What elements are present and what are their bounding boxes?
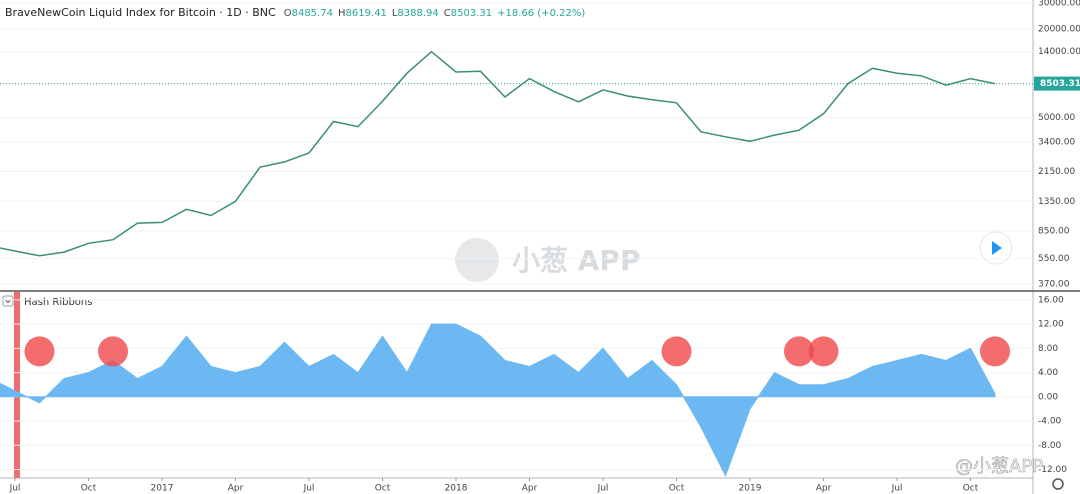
- signal-dot: [661, 336, 692, 367]
- watermark-logo: [455, 238, 499, 282]
- y-tick-label: 12.00: [1038, 320, 1064, 330]
- ohlc-label: O: [284, 8, 292, 19]
- ohlc-value: 8388.94: [397, 8, 438, 19]
- x-tick-label: Apr: [522, 484, 538, 494]
- signal-dot: [98, 336, 128, 367]
- x-tick-label: Jul: [891, 484, 903, 494]
- collapse-button[interactable]: [2, 295, 14, 307]
- y-tick-label: -4.00: [1038, 417, 1062, 427]
- x-tick-label: 2017: [151, 484, 174, 494]
- signal-dot: [24, 336, 55, 367]
- settings-icon[interactable]: [1052, 478, 1064, 490]
- indicator-title: Hash Ribbons: [24, 297, 92, 308]
- ohlc-value: 8619.41: [345, 8, 386, 19]
- price-change: +18.66 (+0.22%): [497, 8, 585, 19]
- signal-dot: [784, 336, 814, 367]
- y-tick-label: -8.00: [1038, 441, 1062, 451]
- y-tick-label: 4.00: [1038, 368, 1058, 378]
- y-tick-label: 16.00: [1038, 295, 1064, 305]
- x-tick-label: Oct: [375, 484, 391, 494]
- y-tick-label: 14000.00: [1038, 47, 1080, 57]
- last-price-label: 8503.31: [1040, 79, 1080, 89]
- ohlc-label: L: [392, 8, 398, 19]
- x-tick-label: Jul: [303, 484, 315, 494]
- y-tick-label: 5000.00: [1038, 113, 1075, 123]
- y-tick-label: 8.00: [1038, 344, 1058, 354]
- ohlc-label: H: [338, 8, 346, 19]
- price-line: [0, 50, 996, 257]
- y-tick-label: 2150.00: [1038, 167, 1075, 177]
- signal-dot: [808, 336, 839, 367]
- x-tick-label: 2018: [445, 484, 468, 494]
- signal-dot: [980, 336, 1010, 367]
- x-tick-label: Apr: [228, 484, 244, 494]
- y-tick-label: 370.00: [1038, 280, 1070, 290]
- y-tick-label: 3400.00: [1038, 138, 1075, 148]
- watermark: 小葱 APP: [512, 244, 640, 277]
- ohlc-value: 8485.74: [292, 8, 333, 19]
- x-tick-label: Oct: [81, 484, 97, 494]
- x-tick-label: Apr: [816, 484, 832, 494]
- chart-title: BraveNewCoin Liquid Index for Bitcoin · …: [5, 6, 276, 19]
- y-tick-label: 850.00: [1038, 226, 1070, 236]
- indicator-bar: [14, 292, 20, 478]
- hash-ribbon-area: [0, 323, 996, 477]
- x-tick-label: Jul: [597, 484, 609, 494]
- play-icon: [992, 241, 1002, 255]
- x-tick-label: 2019: [739, 484, 762, 494]
- x-tick-label: Jul: [9, 484, 21, 494]
- y-tick-label: 30000.00: [1038, 0, 1080, 8]
- y-tick-label: 0.00: [1038, 392, 1058, 402]
- x-tick-label: Oct: [963, 484, 979, 494]
- chevron: [5, 299, 11, 304]
- y-tick-label: -12.00: [1038, 465, 1067, 475]
- watermark: @小葱APP: [955, 456, 1043, 477]
- y-tick-label: 20000.00: [1038, 24, 1080, 34]
- ohlc-value: 8503.31: [451, 8, 492, 19]
- y-tick-label: 1350.00: [1038, 197, 1075, 207]
- ohlc-label: C: [444, 8, 451, 19]
- last-price-box: [1034, 76, 1080, 91]
- y-tick-label: 550.00: [1038, 254, 1070, 264]
- x-tick-label: Oct: [669, 484, 685, 494]
